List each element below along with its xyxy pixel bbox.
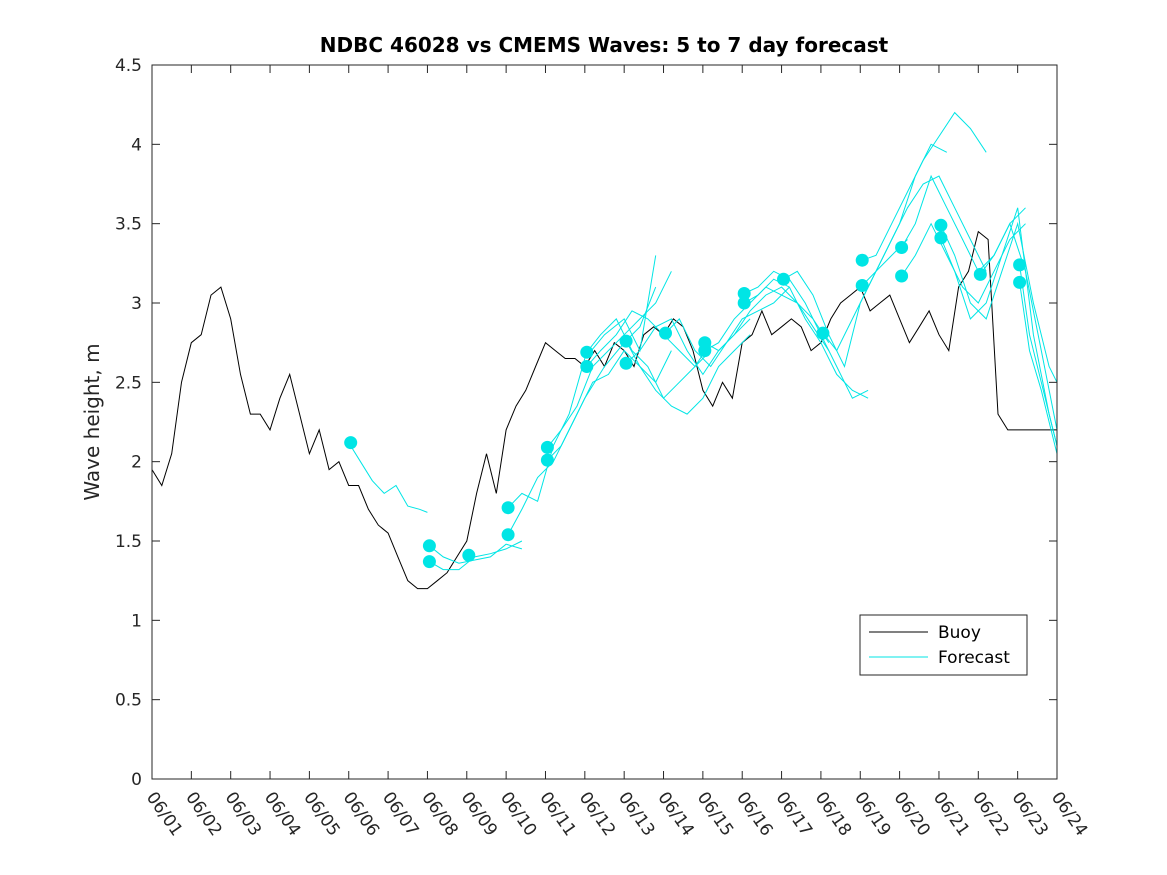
forecast-start-marker: [816, 326, 830, 340]
forecast-line-17: [783, 239, 908, 368]
y-tick-label: 2: [131, 453, 142, 473]
forecast-start-marker: [580, 345, 594, 359]
series-layer: [151, 111, 1058, 590]
y-tick-label: 1.5: [115, 532, 142, 552]
forecast-line-15: [743, 270, 869, 399]
forecast-start-marker: [619, 334, 633, 348]
forecast-line-9: [586, 310, 712, 368]
forecast-start-marker: [462, 548, 476, 562]
forecast-start-marker: [344, 436, 358, 450]
y-axis-label: Wave height, m: [80, 343, 104, 500]
forecast-start-marker: [1013, 275, 1027, 289]
axes-box: [151, 64, 1058, 780]
forecast-start-marker: [934, 218, 948, 232]
forecast-start-marker: [777, 272, 790, 286]
forecast-line-16: [743, 278, 869, 399]
forecast-start-marker: [1013, 258, 1027, 272]
forecast-line-1: [348, 442, 428, 513]
forecast-line-24: [940, 207, 1058, 446]
forecast-line-23: [940, 221, 1058, 383]
forecast-start-marker: [973, 267, 987, 281]
y-tick-label: 4.5: [115, 56, 142, 76]
forecast-line-20: [861, 175, 987, 286]
forecast-start-marker: [422, 555, 436, 569]
forecast-start-marker: [934, 231, 948, 245]
legend-buoy-label: Buoy: [938, 623, 981, 643]
y-tick-label: 0: [131, 770, 142, 790]
forecast-line-22: [901, 222, 1026, 304]
forecast-start-marker: [540, 440, 554, 454]
y-tick-label: 1: [131, 611, 142, 631]
y-tick-label: 0.5: [115, 691, 142, 711]
y-tick-label: 3.5: [115, 215, 142, 235]
forecast-line-2: [429, 543, 523, 564]
forecast-line-13: [704, 286, 830, 352]
forecast-line-6: [547, 271, 672, 448]
y-tick-label: 3: [131, 294, 142, 314]
legend-box: [859, 614, 1028, 676]
legend: Buoy Forecast: [859, 614, 1028, 676]
forecast-start-marker: [540, 453, 554, 467]
forecast-line-25: [979, 222, 1058, 430]
forecast-start-marker: [698, 344, 712, 358]
forecast-line-10: [625, 334, 751, 415]
forecast-start-marker: [737, 287, 751, 300]
forecast-start-marker: [659, 326, 672, 340]
y-tick-label: 4: [131, 135, 142, 155]
forecast-line-27: [1019, 282, 1058, 454]
forecast-start-marker: [422, 539, 436, 553]
forecast-start-marker: [580, 360, 594, 373]
chart-title: NDBC 46028 vs CMEMS Waves: 5 to 7 day fo…: [320, 33, 889, 57]
forecast-start-marker: [501, 528, 515, 542]
forecast-start-marker: [501, 501, 515, 515]
forecast-start-marker: [895, 241, 909, 254]
forecast-line-26: [1019, 264, 1058, 446]
forecast-line-8: [586, 318, 712, 400]
forecast-start-marker: [895, 269, 909, 283]
forecast-start-marker: [619, 356, 633, 370]
forecast-line-7: [547, 349, 672, 461]
y-tick-label: 2.5: [115, 373, 142, 393]
legend-forecast-label: Forecast: [938, 648, 1010, 668]
forecast-line-19: [862, 111, 987, 261]
forecast-start-marker: [855, 253, 869, 267]
forecast-start-marker: [737, 296, 751, 310]
forecast-start-marker: [855, 279, 869, 292]
